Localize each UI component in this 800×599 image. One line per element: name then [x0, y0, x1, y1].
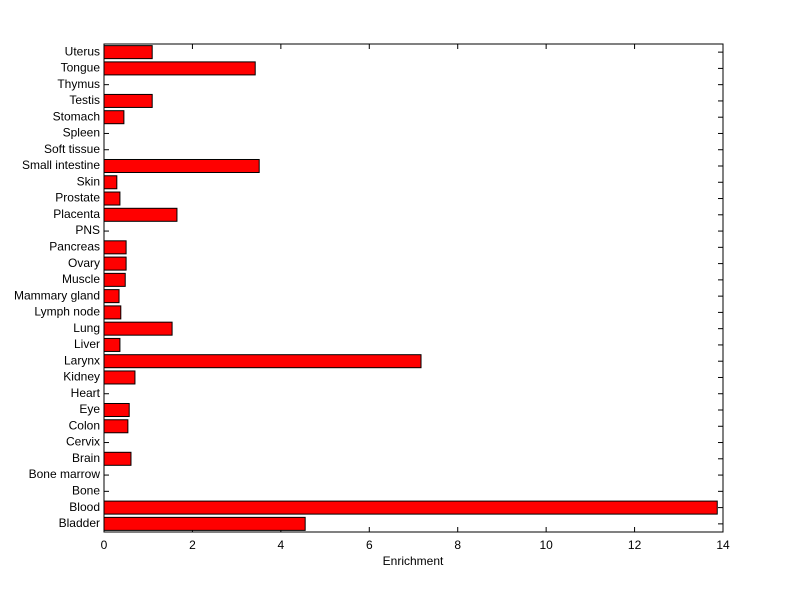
y-tick-label: Larynx: [64, 353, 100, 367]
bar: [103, 402, 130, 418]
bar: [103, 337, 121, 352]
bar: [103, 516, 306, 531]
y-tick-label: Kidney: [63, 370, 100, 384]
x-tick-label: 0: [101, 538, 108, 552]
y-tick-label: Ovary: [68, 256, 100, 270]
bar: [103, 305, 122, 320]
bar: [103, 289, 120, 304]
y-tick-label: Prostate: [55, 191, 100, 205]
bar: [103, 175, 118, 190]
bar: [103, 158, 260, 174]
bar: [103, 500, 718, 515]
bar: [103, 207, 178, 222]
y-tick-label: Brain: [72, 451, 100, 465]
x-tick-label: 14: [716, 538, 730, 552]
y-tick-label: Lung: [73, 321, 100, 335]
y-tick-label: PNS: [75, 223, 100, 237]
bar: [103, 45, 153, 60]
y-tick-label: Small intestine: [22, 158, 100, 172]
x-axis-label: Enrichment: [383, 554, 444, 568]
x-tick-label: 2: [189, 538, 196, 552]
y-tick-label: Blood: [69, 500, 100, 514]
y-tick-label: Heart: [71, 386, 101, 400]
bar: [103, 110, 125, 125]
y-tick-label: Bone marrow: [29, 467, 101, 481]
x-tick-label: 12: [628, 538, 642, 552]
y-tick-label: Cervix: [66, 435, 100, 449]
y-tick-label: Colon: [69, 418, 100, 432]
y-tick-label: Soft tissue: [44, 142, 100, 156]
y-tick-label: Testis: [69, 93, 100, 107]
y-tick-label: Thymus: [57, 77, 100, 91]
y-tick-label: Spleen: [63, 126, 100, 140]
y-tick-label: Bladder: [59, 516, 100, 530]
bar: [103, 451, 132, 466]
y-tick-label: Eye: [79, 402, 100, 416]
bar: [103, 354, 422, 369]
y-tick-label: Mammary gland: [14, 288, 100, 302]
bar: [103, 191, 121, 206]
y-tick-label: Skin: [77, 174, 100, 188]
plot-frame: [103, 43, 724, 533]
bar: [103, 240, 127, 255]
y-tick-label: Pancreas: [49, 240, 100, 254]
x-tick-label: 10: [539, 538, 553, 552]
y-tick-label: Tongue: [61, 61, 101, 75]
bar: [103, 93, 153, 108]
y-tick-label: Muscle: [62, 272, 100, 286]
y-tick-label: Stomach: [53, 109, 100, 123]
x-tick-label: 6: [366, 538, 373, 552]
bar: [103, 256, 127, 271]
bar: [103, 61, 256, 76]
bar: [103, 272, 126, 287]
bar: [103, 321, 173, 336]
y-tick-label: Placenta: [53, 207, 100, 221]
x-tick-label: 8: [454, 538, 461, 552]
y-tick-label: Lymph node: [34, 305, 100, 319]
y-tick-label: Liver: [74, 337, 100, 351]
bar: [103, 370, 136, 385]
y-tick-label: Uterus: [65, 44, 100, 58]
x-tick-label: 4: [278, 538, 285, 552]
y-tick-label: Bone: [72, 484, 100, 498]
bar: [103, 419, 129, 434]
